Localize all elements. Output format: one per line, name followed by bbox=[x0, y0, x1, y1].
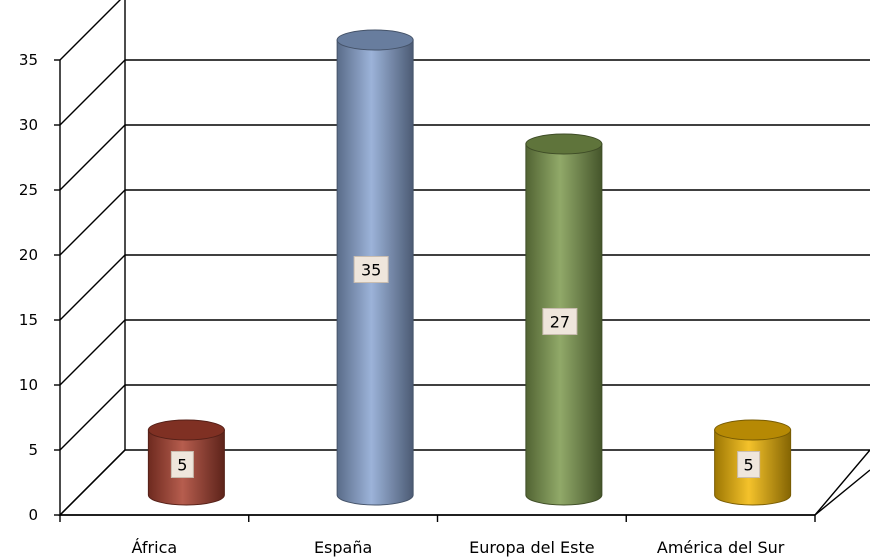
gridline-side bbox=[59, 319, 126, 386]
gridline-side bbox=[59, 254, 126, 321]
data-label: 35 bbox=[353, 256, 389, 283]
data-label: 5 bbox=[737, 451, 761, 478]
x-tick-label: África bbox=[132, 538, 178, 557]
y-tick-label: 35 bbox=[19, 51, 38, 69]
floor-right-edge bbox=[814, 469, 870, 516]
y-tick-label: 20 bbox=[19, 246, 38, 264]
x-tick-label: América del Sur bbox=[657, 538, 785, 557]
gridline-side bbox=[59, 189, 126, 256]
data-label-box bbox=[353, 256, 389, 283]
gridline-side bbox=[59, 0, 121, 61]
bar: 5 bbox=[714, 419, 792, 506]
y-tick-label: 30 bbox=[19, 116, 38, 134]
bar: 5 bbox=[147, 419, 225, 506]
bar: 35 bbox=[336, 29, 414, 506]
bar-top bbox=[147, 419, 225, 441]
data-label-text: 5 bbox=[177, 456, 187, 475]
gridline-side bbox=[59, 59, 126, 126]
x-axis-labels: África España Europa del Este América del S… bbox=[132, 538, 785, 557]
x-tick-label: Europa del Este bbox=[469, 538, 594, 557]
y-tick-label: 25 bbox=[19, 181, 38, 199]
data-label-box bbox=[170, 451, 194, 478]
y-tick-label: 15 bbox=[19, 311, 38, 329]
y-tick-label: 10 bbox=[19, 376, 38, 394]
data-label-box bbox=[737, 451, 761, 478]
gridline-side bbox=[59, 124, 126, 191]
x-tick-label: España bbox=[314, 538, 372, 557]
gridline-side bbox=[59, 449, 126, 516]
y-axis-ticks: 0 5 10 15 20 25 30 35 bbox=[19, 51, 60, 524]
y-tick-label: 0 bbox=[28, 506, 38, 524]
bars: 5 35 27 5 bbox=[147, 29, 792, 506]
bar-top bbox=[714, 419, 792, 441]
gridlines bbox=[59, 0, 870, 516]
y-tick-label: 5 bbox=[28, 441, 38, 459]
data-label: 5 bbox=[170, 451, 194, 478]
data-label-box bbox=[542, 308, 578, 335]
data-label-text: 5 bbox=[744, 456, 754, 475]
bar-top bbox=[525, 133, 603, 155]
bar-top bbox=[336, 29, 414, 51]
bar: 27 bbox=[525, 133, 603, 506]
gridline-side bbox=[59, 384, 126, 451]
data-label-text: 27 bbox=[550, 313, 570, 332]
data-label: 27 bbox=[542, 308, 578, 335]
data-label-text: 35 bbox=[361, 261, 381, 280]
axes bbox=[59, 60, 816, 522]
